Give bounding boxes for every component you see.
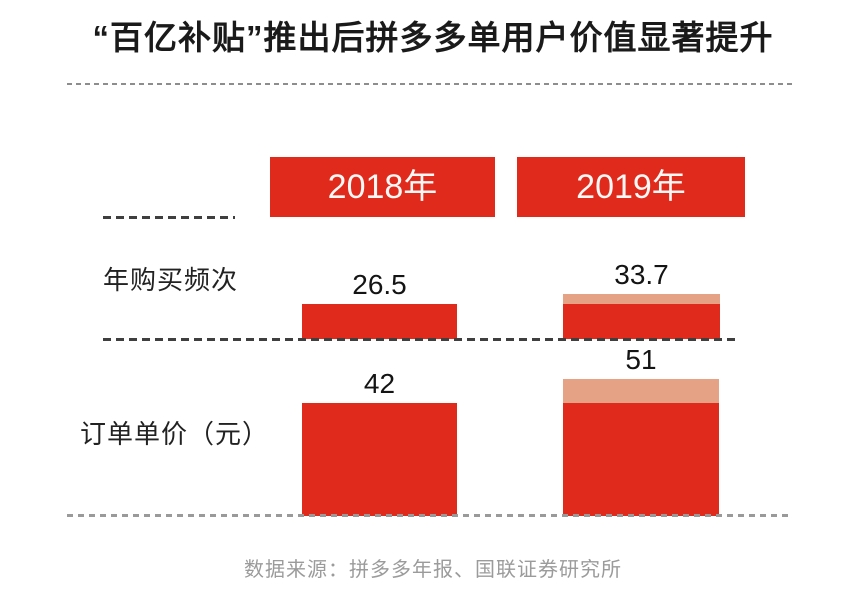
bar-base-segment — [563, 303, 720, 339]
row-label-order-price: 订单单价（元） — [80, 419, 270, 449]
bar-base-segment — [302, 403, 457, 516]
bar-increment-segment — [563, 378, 719, 403]
bar-base-segment — [302, 303, 457, 339]
bar-2019-purchase-frequency: 33.7 — [563, 258, 720, 339]
bar-value-label: 26.5 — [352, 268, 407, 300]
column-header-2018: 2018年 — [270, 157, 495, 217]
bar-value-label: 42 — [363, 368, 396, 399]
bar-value-label: 51 — [625, 343, 657, 375]
bottom-baseline-dashed-line — [67, 514, 792, 517]
row-label-purchase-frequency: 年购买频次 — [103, 265, 239, 295]
column-header-2019-label: 2019年 — [576, 168, 686, 206]
bar-increment-segment — [563, 293, 720, 304]
row-divider-dashed-line — [103, 338, 740, 341]
header-row-left-dashed-line — [103, 216, 235, 219]
bar-2018-order-price: 42 — [302, 370, 457, 516]
data-source-caption: 数据来源：拼多多年报、国联证券研究所 — [244, 559, 622, 581]
title-divider-dashed-line — [67, 83, 792, 85]
bar-2019-order-price: 51 — [563, 343, 719, 516]
column-header-2019: 2019年 — [517, 157, 745, 217]
bar-base-segment — [563, 403, 719, 516]
column-header-2018-label: 2018年 — [327, 168, 438, 206]
chart-title: “百亿补贴”推出后拼多多单用户价值显著提升 — [92, 19, 774, 56]
bar-2018-purchase-frequency: 26.5 — [302, 268, 457, 339]
bar-value-label: 33.7 — [614, 258, 669, 290]
